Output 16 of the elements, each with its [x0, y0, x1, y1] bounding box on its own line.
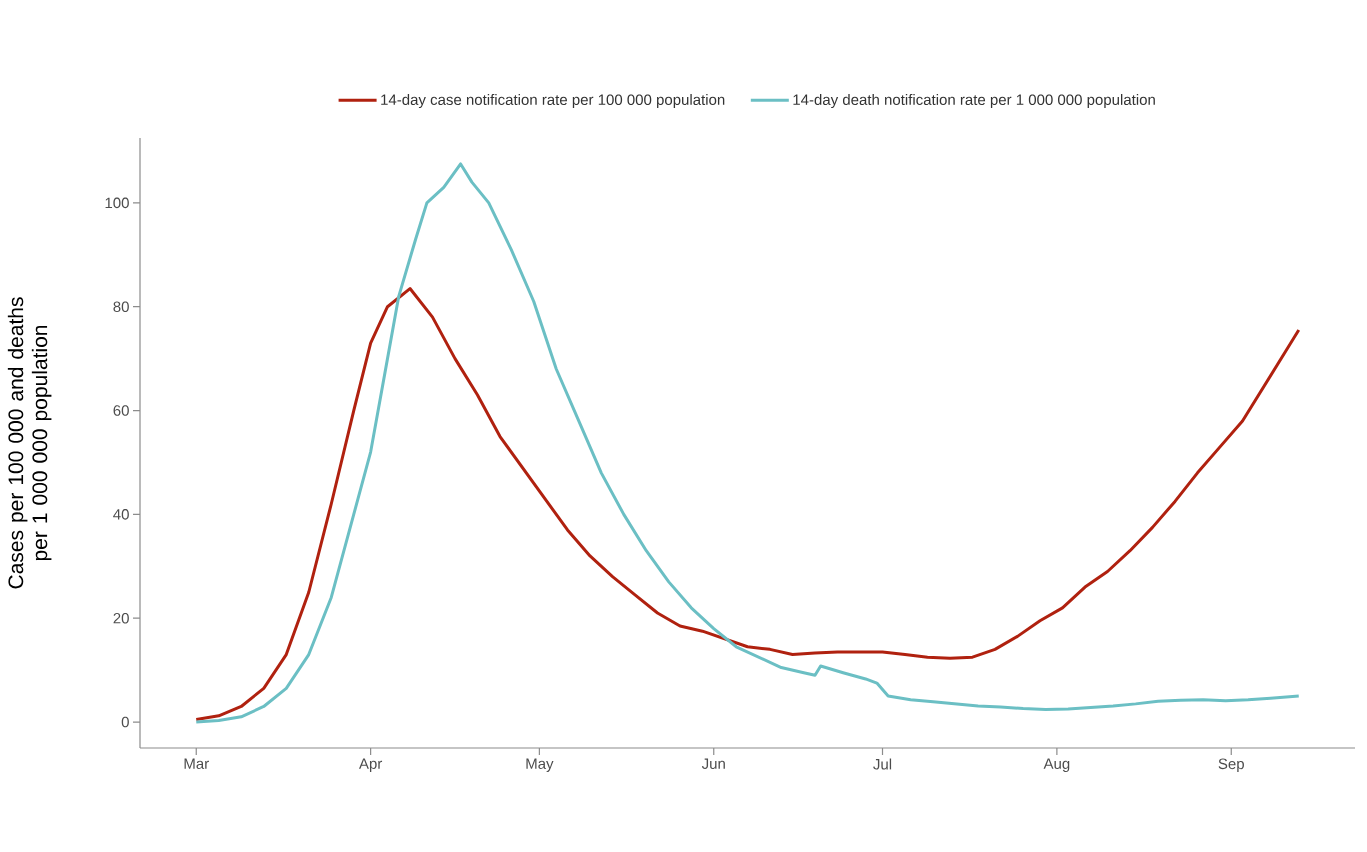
- x-tick-label: Jul: [873, 758, 892, 770]
- y-tick-label: 40: [113, 509, 129, 520]
- x-tick-label: Jun: [701, 758, 725, 769]
- x-tick-label: Mar: [184, 758, 209, 769]
- x-tick-label: Sep: [1218, 758, 1244, 773]
- y-tick-label: 60: [113, 405, 129, 416]
- x-tick-label: May: [526, 758, 554, 772]
- y-tick-label: 20: [113, 612, 129, 624]
- y-tick-label: 80: [113, 301, 129, 313]
- y-tick-label: 100: [105, 197, 129, 209]
- x-tick-label: Aug: [1043, 758, 1070, 772]
- legend-label: 14-day death notification rate per 1 000 000 population: [793, 93, 1155, 108]
- y-axis-title: Cases per 100 000 and deaths per 1 000 000 population: [7, 297, 52, 589]
- x-tick-label: Apr: [358, 758, 383, 772]
- y-tick-label: 0: [121, 716, 129, 728]
- legend-label: 14-day case notification rate per 100 000 population: [381, 93, 725, 108]
